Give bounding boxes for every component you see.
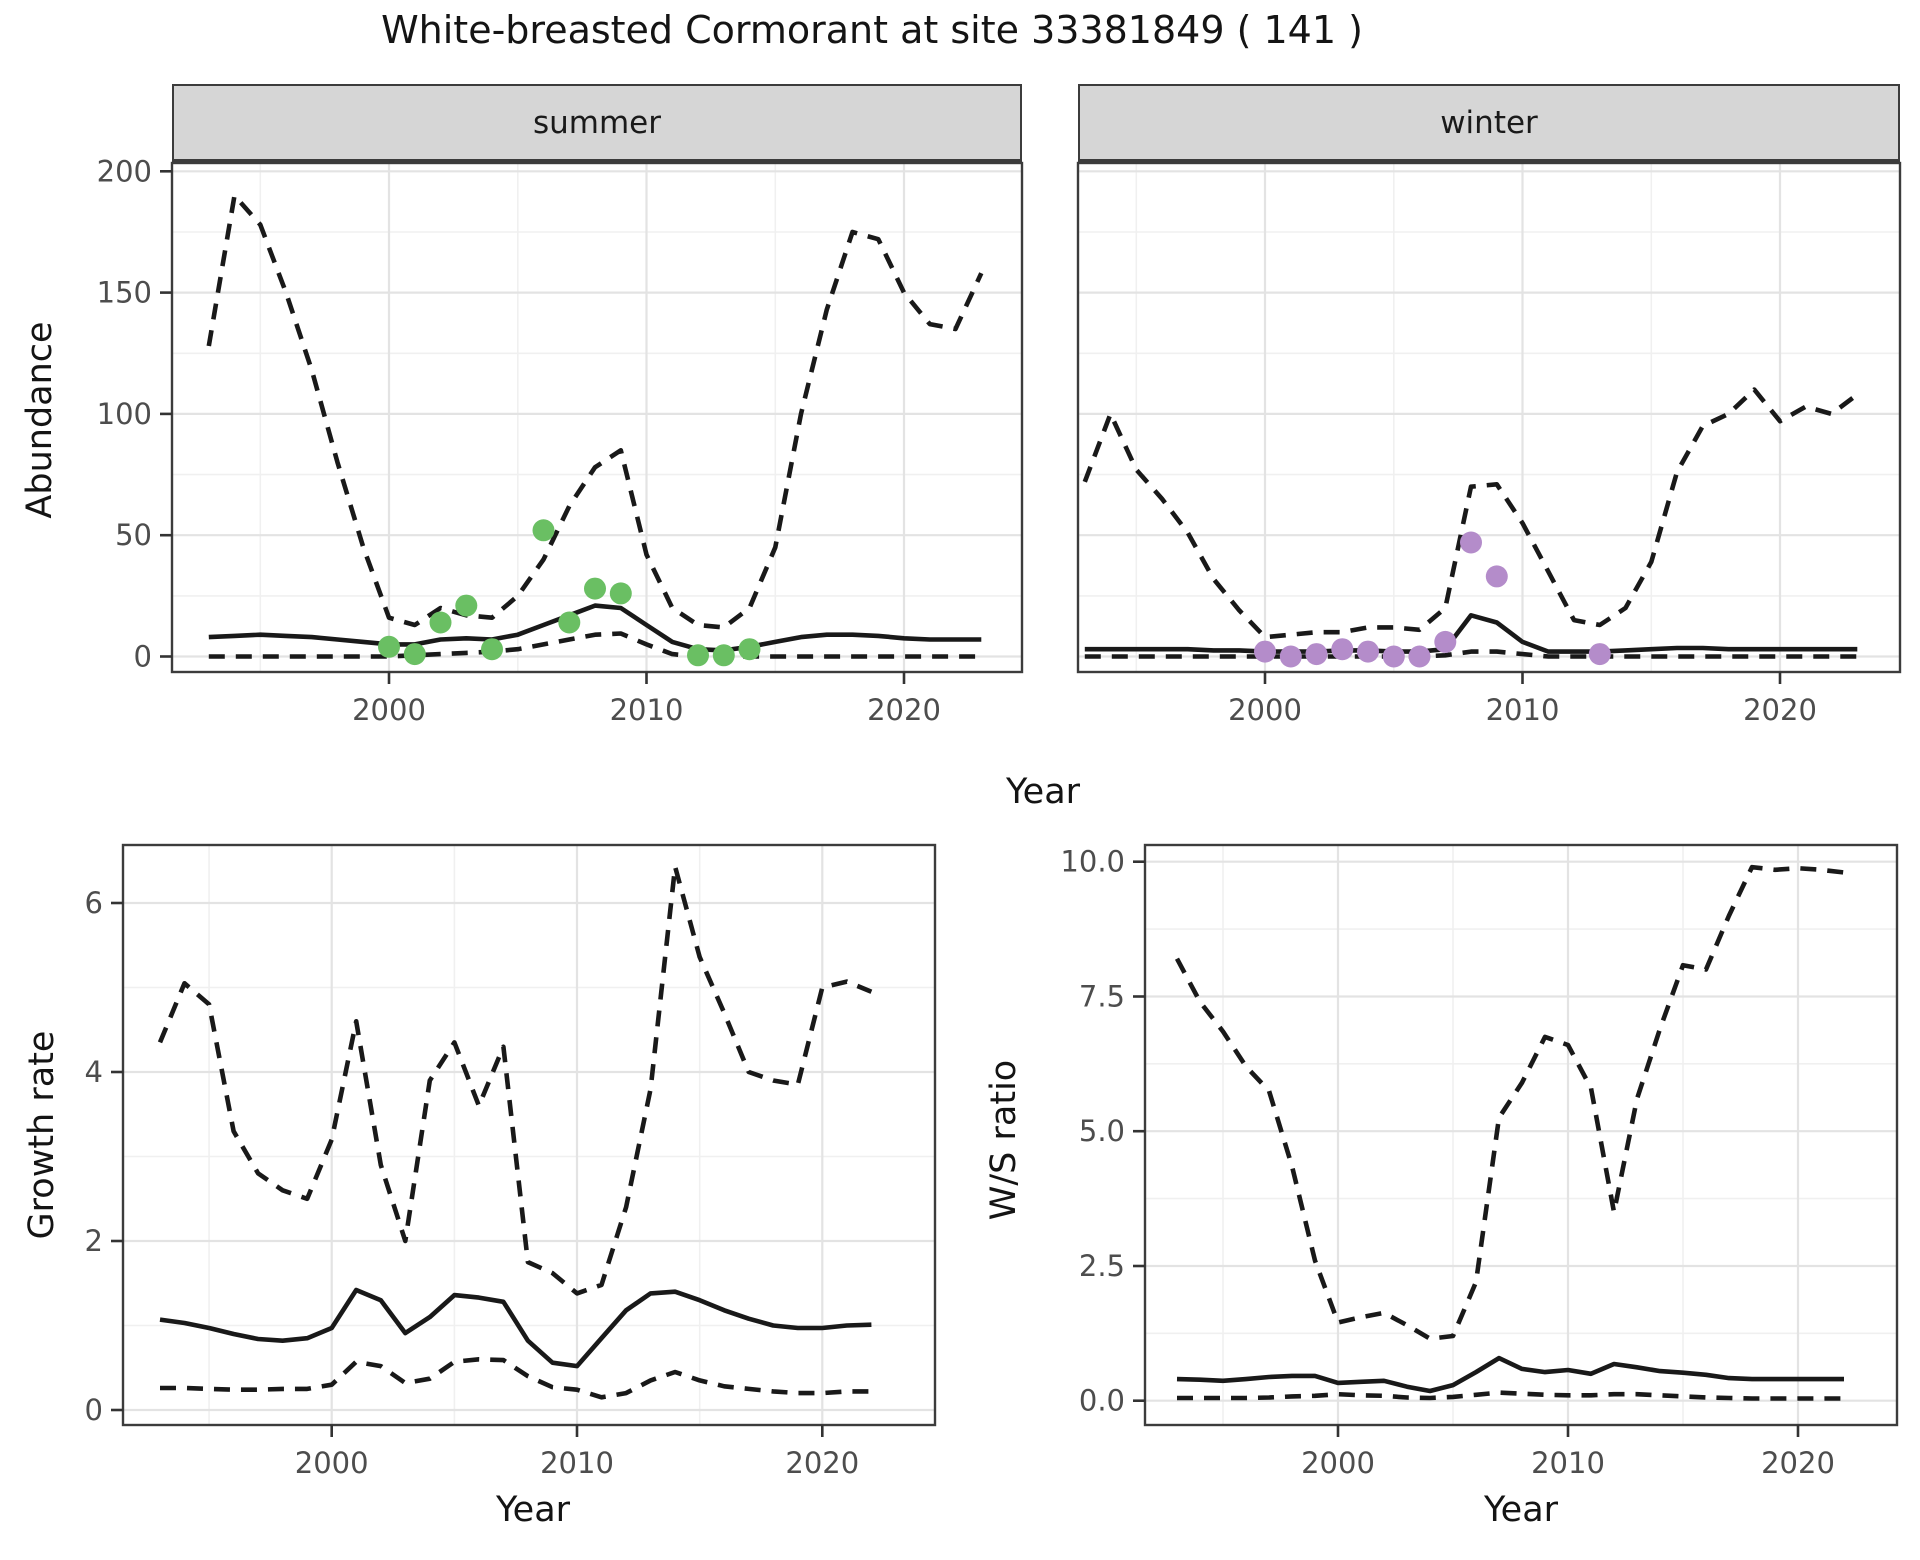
series-ws-lower_ci [1177,1390,1844,1401]
data-point [1382,645,1405,668]
panel-winter-border [1076,161,1902,674]
data-point [558,611,581,634]
y-axis-title-abundance: Abundance [20,321,60,519]
series-winter-lower_ci [1084,649,1858,659]
y-tick-label: 2 [85,1224,103,1258]
y-tick-label: 100 [97,397,152,431]
y-axis-title-growth-rate: Growth rate [22,1030,62,1240]
series-winter-upper_ci [1082,387,1859,640]
panel-growth-border [121,843,937,1427]
panel-growth-axes: 2000 2010 2020 0 2 4 6 [85,886,860,1480]
series-winter-mean [1084,613,1858,654]
data-point [1331,638,1354,661]
data-point [687,644,709,667]
data-point [738,638,761,661]
x-tick-label: 2020 [1743,693,1817,727]
x-tick-label: 2010 [1531,1446,1605,1480]
panel-growth: 2000 2010 2020 0 2 4 6 [85,843,937,1480]
data-point [712,644,735,667]
x-tick-label: 2020 [867,693,941,727]
x-tick-label: 2000 [352,693,426,727]
series-summer-lower_ci [208,631,982,659]
series-growth-mean [159,1287,872,1369]
data-point [1588,643,1611,666]
data-point [1485,565,1508,588]
y-tick-label: 4 [85,1055,103,1089]
data-point [1305,643,1328,666]
data-point [1460,531,1482,554]
y-tick-label: 10.0 [1060,845,1125,879]
facet-strip-winter: winter [1078,84,1900,163]
x-tick-label: 2000 [295,1446,369,1480]
data-point [403,643,426,666]
series-ws-upper_ci [1174,864,1845,1341]
data-point [609,582,632,605]
series-summer-mean [208,603,982,653]
data-point [584,577,606,600]
y-axis-title-ws-ratio: W/S ratio [984,1059,1024,1221]
y-tick-label: 2.5 [1079,1249,1125,1283]
data-point [1357,640,1379,663]
panel-winter: 2000 2010 2020 [1076,161,1902,727]
x-tick-label: 2000 [1228,693,1302,727]
y-tick-label: 0.0 [1079,1384,1125,1418]
x-tick-label: 2000 [1301,1446,1375,1480]
y-tick-label: 5.0 [1079,1114,1125,1148]
observed-counts-summer [378,519,761,667]
data-point [1434,630,1457,653]
data-point [455,594,478,617]
panel-ws-axes: 2000 2010 2020 0.0 2.5 5.0 7.5 10.0 [1060,845,1834,1480]
data-point [429,611,452,634]
x-axis-title-year-bottom-left: Year [495,1490,571,1530]
facet-strip-summer-label: summer [532,104,661,141]
page-title: White-breasted Cormorant at site 3338184… [381,8,1363,52]
x-tick-label: 2020 [785,1446,859,1480]
panel-summer-axes: 2000 2010 2020 0 50 100 150 200 [97,154,941,727]
panel-winter-axes: 2000 2010 2020 [1228,672,1817,727]
data-point [1408,645,1431,668]
x-tick-label: 2010 [540,1446,614,1480]
data-point [532,519,555,542]
y-tick-label: 0 [134,640,152,674]
data-point [1254,640,1276,663]
x-tick-label: 2010 [610,693,684,727]
series-summer-upper_ci [206,193,984,630]
x-axis-title-year-bottom-right: Year [1483,1490,1559,1530]
panel-ws-grid [1145,845,1897,1425]
y-tick-label: 6 [85,886,103,920]
y-tick-label: 150 [97,276,152,310]
y-tick-label: 7.5 [1079,980,1125,1014]
y-tick-label: 50 [115,518,152,552]
panel-ws: 2000 2010 2020 0.0 2.5 5.0 7.5 10.0 [1060,843,1899,1480]
data-point [378,635,400,658]
data-point [481,638,503,661]
series-ws-mean [1176,1355,1844,1394]
x-axis-title-year-top: Year [1005,772,1081,812]
panel-summer-border [170,161,1024,674]
x-tick-label: 2010 [1486,693,1560,727]
observed-counts-winter [1254,531,1611,668]
series-growth-upper_ci [157,864,873,1296]
series-growth-lower_ci [160,1357,872,1400]
panel-summer: 2000 2010 2020 0 50 100 150 200 [97,154,1024,727]
facet-strip-winter-label: winter [1440,104,1538,141]
facet-strip-summer: summer [172,84,1022,163]
y-tick-label: 0 [85,1393,103,1427]
x-tick-label: 2020 [1761,1446,1835,1480]
y-tick-label: 200 [97,154,152,188]
panel-ws-border [1143,843,1899,1427]
data-point [1279,645,1302,668]
